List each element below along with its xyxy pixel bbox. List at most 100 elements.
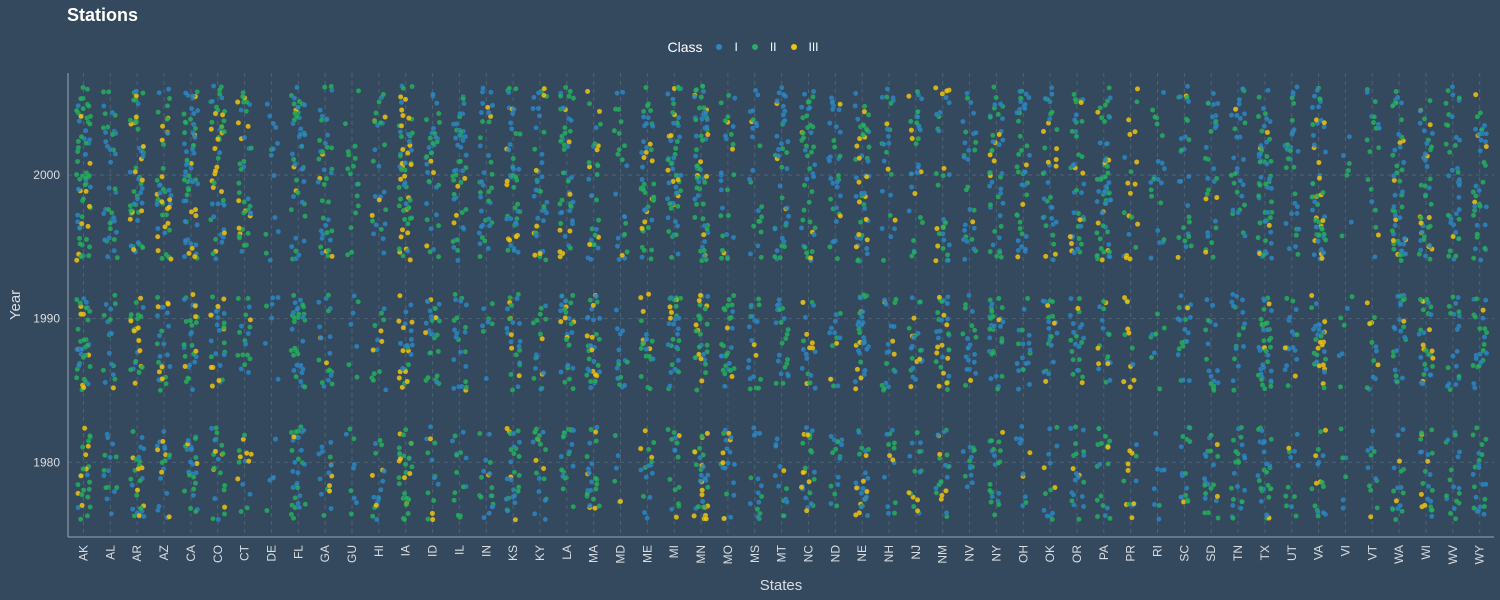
data-point [1023, 499, 1029, 506]
data-point [1447, 476, 1453, 483]
data-point [107, 225, 114, 232]
data-point [82, 151, 89, 158]
data-point [327, 237, 334, 243]
data-point [407, 197, 414, 203]
data-point [404, 378, 411, 385]
data-point [719, 205, 726, 211]
data-point [1015, 386, 1022, 392]
data-point [404, 248, 411, 254]
data-point [139, 434, 145, 441]
data-point [785, 138, 791, 145]
data-point [720, 430, 727, 437]
data-point [999, 429, 1006, 436]
data-point [1292, 243, 1299, 250]
data-point [1480, 307, 1486, 313]
data-point [1375, 232, 1382, 238]
data-point [505, 247, 511, 253]
data-point [1448, 467, 1455, 473]
data-point [1096, 461, 1103, 468]
data-point [1289, 131, 1295, 138]
data-point [221, 339, 228, 346]
data-point [424, 449, 431, 456]
data-point [668, 309, 675, 316]
data-point [1026, 94, 1032, 101]
data-point [971, 225, 978, 231]
data-point [1080, 503, 1087, 510]
data-point [645, 291, 652, 298]
data-point [964, 483, 971, 490]
data-point [1104, 140, 1111, 147]
data-point [749, 313, 755, 320]
data-point [371, 370, 378, 377]
data-point [127, 476, 134, 483]
data-point [1337, 383, 1344, 390]
data-point [1288, 210, 1295, 217]
data-point [1311, 141, 1318, 148]
data-point [463, 384, 470, 391]
data-point [517, 131, 523, 137]
data-point [454, 314, 460, 321]
data-point [779, 340, 785, 346]
data-point [731, 171, 737, 178]
data-point [1312, 452, 1319, 459]
data-point [288, 243, 295, 250]
data-point [328, 170, 335, 176]
data-point [135, 337, 142, 344]
data-point [511, 247, 517, 254]
data-point [960, 448, 967, 455]
data-point [1099, 317, 1105, 324]
data-point [1202, 509, 1208, 516]
data-point [111, 236, 118, 243]
data-point [826, 158, 833, 164]
data-point [672, 447, 678, 454]
data-point [1257, 220, 1263, 226]
data-point [1397, 241, 1403, 247]
data-point [1473, 295, 1480, 302]
data-point [235, 197, 242, 204]
data-point [1184, 305, 1191, 311]
data-point [247, 324, 253, 330]
data-point [560, 433, 567, 440]
data-point [1262, 320, 1269, 327]
data-point [1262, 110, 1269, 117]
data-point [1234, 134, 1240, 140]
data-point [478, 474, 485, 481]
data-point [451, 497, 457, 504]
data-point [1102, 157, 1108, 163]
y-tick-label: 1980 [33, 455, 60, 469]
data-point [409, 319, 415, 325]
data-point [398, 234, 404, 240]
data-point [157, 190, 163, 196]
data-point [1370, 357, 1377, 364]
data-point [986, 169, 993, 176]
data-point [1311, 93, 1318, 99]
data-point [805, 99, 812, 105]
data-point [160, 341, 167, 347]
data-point [1095, 345, 1101, 352]
data-point [84, 513, 91, 519]
data-point [154, 233, 161, 240]
data-point [557, 307, 564, 314]
data-point [1240, 343, 1247, 350]
data-point [852, 90, 859, 97]
data-point [908, 184, 915, 190]
data-point [667, 383, 673, 389]
data-point [892, 499, 899, 506]
data-point [396, 245, 403, 252]
data-point [372, 322, 378, 329]
data-point [319, 379, 326, 386]
data-point [999, 373, 1005, 380]
data-point [726, 296, 732, 303]
data-point [995, 194, 1002, 200]
data-point [647, 494, 653, 501]
data-point [595, 217, 602, 223]
data-point [1470, 432, 1476, 438]
data-point [220, 197, 227, 204]
data-point [320, 215, 327, 221]
data-point [1481, 503, 1488, 510]
data-point [78, 311, 84, 317]
data-point [1285, 382, 1291, 389]
data-point [382, 386, 389, 393]
data-point [914, 109, 921, 115]
data-point [1255, 234, 1261, 241]
